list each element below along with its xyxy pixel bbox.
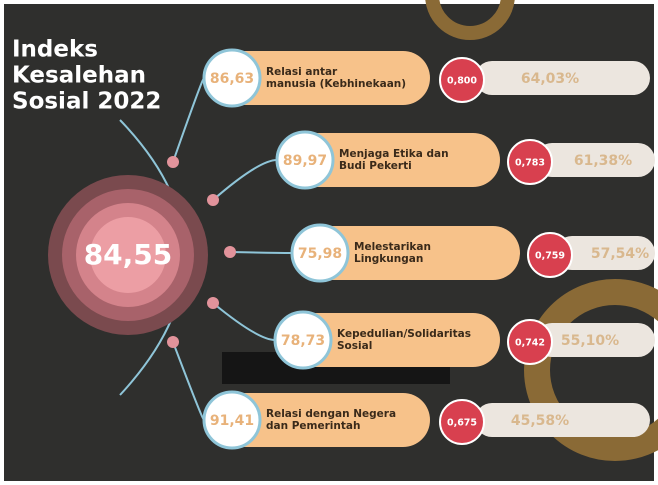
percent: 61,38% — [574, 153, 632, 169]
score: 75,98 — [298, 246, 342, 262]
percent: 57,54% — [591, 246, 649, 262]
percent: 45,58% — [511, 413, 569, 429]
weight: 0,742 — [515, 338, 545, 349]
weight: 0,675 — [447, 418, 477, 429]
label-line: Relasi dengan Negera — [266, 408, 396, 420]
percent: 55,10% — [561, 333, 619, 349]
score-circle — [202, 390, 262, 450]
center-value: 84,55 — [84, 238, 173, 271]
node-dot — [207, 297, 219, 309]
branch — [212, 302, 276, 341]
branch — [212, 159, 278, 201]
label-line: Melestarikan — [354, 241, 431, 253]
score: 86,63 — [210, 71, 254, 87]
label-line: Lingkungan — [354, 253, 423, 265]
score: 91,41 — [210, 413, 254, 429]
score: 78,73 — [281, 333, 325, 349]
label-pill — [204, 393, 430, 447]
node-dot — [167, 156, 179, 168]
label-line: Relasi antar — [266, 66, 338, 78]
score-circle — [275, 130, 335, 190]
decor-ring — [524, 279, 658, 461]
weight-circle — [507, 319, 553, 365]
label-pill — [292, 226, 520, 280]
weight: 0,800 — [447, 76, 477, 87]
label-line: Sosial — [337, 340, 372, 352]
weight-circle — [439, 399, 485, 445]
branch — [229, 251, 293, 254]
score-circle — [202, 48, 262, 108]
title-line: Kesalehan — [12, 63, 146, 89]
label-pill — [204, 51, 430, 105]
title-line: Indeks — [12, 37, 98, 63]
node-dot — [224, 246, 236, 258]
label-pill — [277, 133, 500, 187]
label-line: manusia (Kebhinekaan) — [266, 78, 406, 90]
percent-pill — [475, 403, 650, 437]
weight: 0,783 — [515, 158, 545, 169]
weight-circle — [527, 232, 573, 278]
percent-pill — [555, 236, 655, 270]
percent: 64,03% — [521, 71, 579, 87]
label-line: Kepedulian/Solidaritas — [337, 328, 471, 340]
percent-pill — [535, 323, 655, 357]
title-line: Sosial 2022 — [12, 89, 161, 115]
node-dot — [167, 336, 179, 348]
percent-pill — [535, 143, 655, 177]
node-dot — [207, 194, 219, 206]
score-circle — [290, 223, 350, 283]
label-line: dan Pemerintah — [266, 420, 360, 432]
label-pill — [275, 313, 500, 367]
decor-ring — [425, 0, 515, 40]
label-line: Budi Pekerti — [339, 160, 412, 172]
weight-circle — [439, 57, 485, 103]
center-ring — [90, 217, 166, 293]
label-line: Menjaga Etika dan — [339, 148, 449, 160]
percent-pill — [475, 61, 650, 95]
score-circle — [273, 310, 333, 370]
weight: 0,759 — [535, 251, 565, 262]
weight-circle — [507, 139, 553, 185]
score: 89,97 — [283, 153, 327, 169]
